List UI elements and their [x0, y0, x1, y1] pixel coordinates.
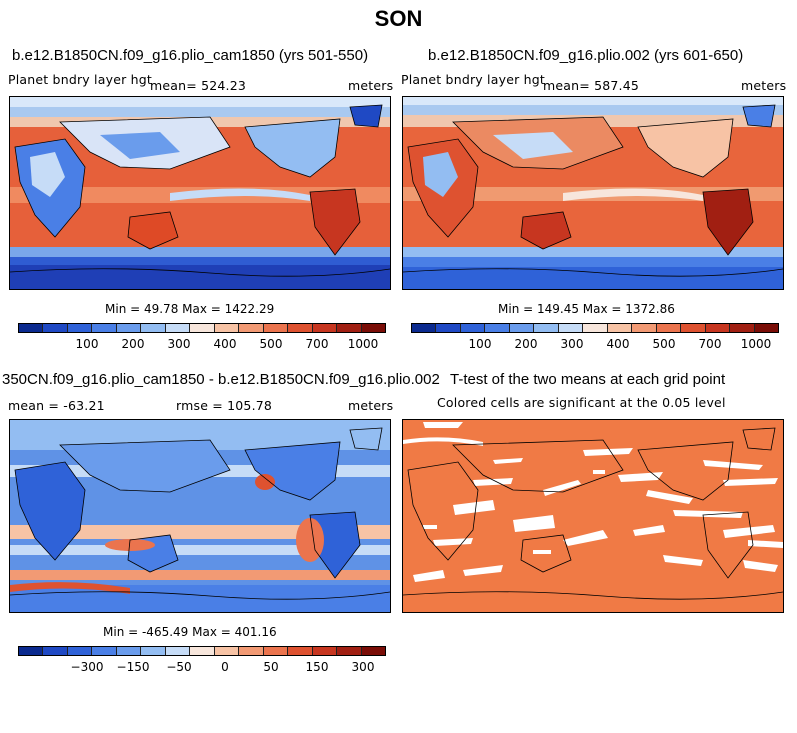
panel4-map [402, 419, 784, 613]
colorbar-swatch [583, 324, 608, 332]
colorbar-tick-label: −300 [70, 660, 104, 674]
colorbar-tick-label: −150 [116, 660, 150, 674]
panel2-minmax: Min = 149.45 Max = 1372.86 [498, 302, 675, 316]
panel1-map [9, 96, 391, 290]
colorbar-swatch [730, 324, 755, 332]
colorbar-swatch [632, 324, 657, 332]
colorbar-tick-label: 150 [305, 660, 329, 674]
colorbar-swatch [239, 324, 264, 332]
colorbar-swatch [165, 647, 191, 655]
colorbar-tick-label: −50 [166, 660, 192, 674]
colorbar-tick-label: 50 [263, 660, 279, 674]
colorbar-tick-label: 1000 [347, 337, 379, 351]
colorbar-tick-label: 0 [221, 660, 229, 674]
colorbar-swatch [190, 647, 215, 655]
colorbar-swatch [19, 324, 44, 332]
colorbar-tick-label: 500 [652, 337, 676, 351]
colorbar-tick-label: 200 [514, 337, 538, 351]
colorbar-tick-label: 300 [351, 660, 375, 674]
colorbar-swatch [141, 647, 166, 655]
colorbar-swatch [337, 647, 362, 655]
colorbar-swatch [485, 324, 510, 332]
colorbar-swatch [214, 324, 240, 332]
colorbar-tick-label: 200 [121, 337, 145, 351]
colorbar-swatch [509, 324, 535, 332]
colorbar-swatch [534, 324, 559, 332]
colorbar-swatch [92, 647, 117, 655]
colorbar-swatch [43, 647, 68, 655]
colorbar-swatch [681, 324, 706, 332]
colorbar-swatch [312, 647, 338, 655]
panel3-map [9, 419, 391, 613]
colorbar-swatch [116, 647, 142, 655]
panel2-units: meters [741, 78, 787, 93]
colorbar-tick-label: 100 [468, 337, 492, 351]
colorbar-swatch [412, 324, 437, 332]
colorbar-swatch [92, 324, 117, 332]
colorbar-swatch [288, 647, 313, 655]
colorbar-swatch [190, 324, 215, 332]
colorbar-swatch [141, 324, 166, 332]
colorbar-tick-label: 700 [305, 337, 329, 351]
panel1-title: b.e12.B1850CN.f09_g16.plio_cam1850 (yrs … [12, 47, 369, 64]
panel2-map [402, 96, 784, 290]
colorbar-swatch [67, 647, 93, 655]
colorbar-swatch [288, 324, 313, 332]
panel3-units: meters [348, 398, 394, 413]
colorbar-swatch [754, 324, 779, 332]
panel1-units: meters [348, 78, 394, 93]
panel4-title: T-test of the two means at each grid poi… [450, 371, 726, 388]
colorbar-swatch [705, 324, 731, 332]
colorbar-tick-label: 300 [560, 337, 584, 351]
panel1-mean: mean= 524.23 [150, 78, 247, 93]
panel2-colorbar [411, 323, 779, 333]
panel3-mean: mean = -63.21 [8, 398, 105, 413]
colorbar-swatch [165, 324, 191, 332]
panel2-variable: Planet bndry layer hgt [401, 72, 545, 87]
panel2-title: b.e12.B1850CN.f09_g16.plio.002 (yrs 601-… [428, 47, 744, 64]
colorbar-swatch [263, 647, 289, 655]
colorbar-swatch [67, 324, 93, 332]
colorbar-swatch [361, 647, 386, 655]
figure-title: SON [374, 6, 423, 31]
colorbar-tick-label: 700 [698, 337, 722, 351]
panel1-minmax: Min = 49.78 Max = 1422.29 [105, 302, 275, 316]
colorbar-swatch [607, 324, 633, 332]
colorbar-tick-label: 300 [167, 337, 191, 351]
colorbar-tick-label: 500 [259, 337, 283, 351]
colorbar-swatch [337, 324, 362, 332]
panel2-mean: mean= 587.45 [543, 78, 640, 93]
panel1-variable: Planet bndry layer hgt [8, 72, 152, 87]
colorbar-swatch [312, 324, 338, 332]
colorbar-swatch [361, 324, 386, 332]
colorbar-swatch [460, 324, 486, 332]
colorbar-swatch [19, 647, 44, 655]
colorbar-tick-label: 100 [75, 337, 99, 351]
colorbar-swatch [436, 324, 461, 332]
panel1-colorbar [18, 323, 386, 333]
colorbar-swatch [116, 324, 142, 332]
panel3-rmse: rmse = 105.78 [176, 398, 273, 413]
colorbar-swatch [263, 324, 289, 332]
colorbar-swatch [214, 647, 240, 655]
panel3-minmax: Min = -465.49 Max = 401.16 [103, 625, 277, 639]
colorbar-tick-label: 400 [213, 337, 237, 351]
panel3-title: 350CN.f09_g16.plio_cam1850 - b.e12.B1850… [2, 371, 440, 388]
colorbar-tick-label: 1000 [740, 337, 772, 351]
colorbar-tick-label: 400 [606, 337, 630, 351]
colorbar-swatch [656, 324, 682, 332]
colorbar-swatch [43, 324, 68, 332]
colorbar-swatch [558, 324, 584, 332]
colorbar-swatch [239, 647, 264, 655]
panel4-subtitle: Colored cells are significant at the 0.0… [437, 395, 726, 410]
panel3-colorbar [18, 646, 386, 656]
